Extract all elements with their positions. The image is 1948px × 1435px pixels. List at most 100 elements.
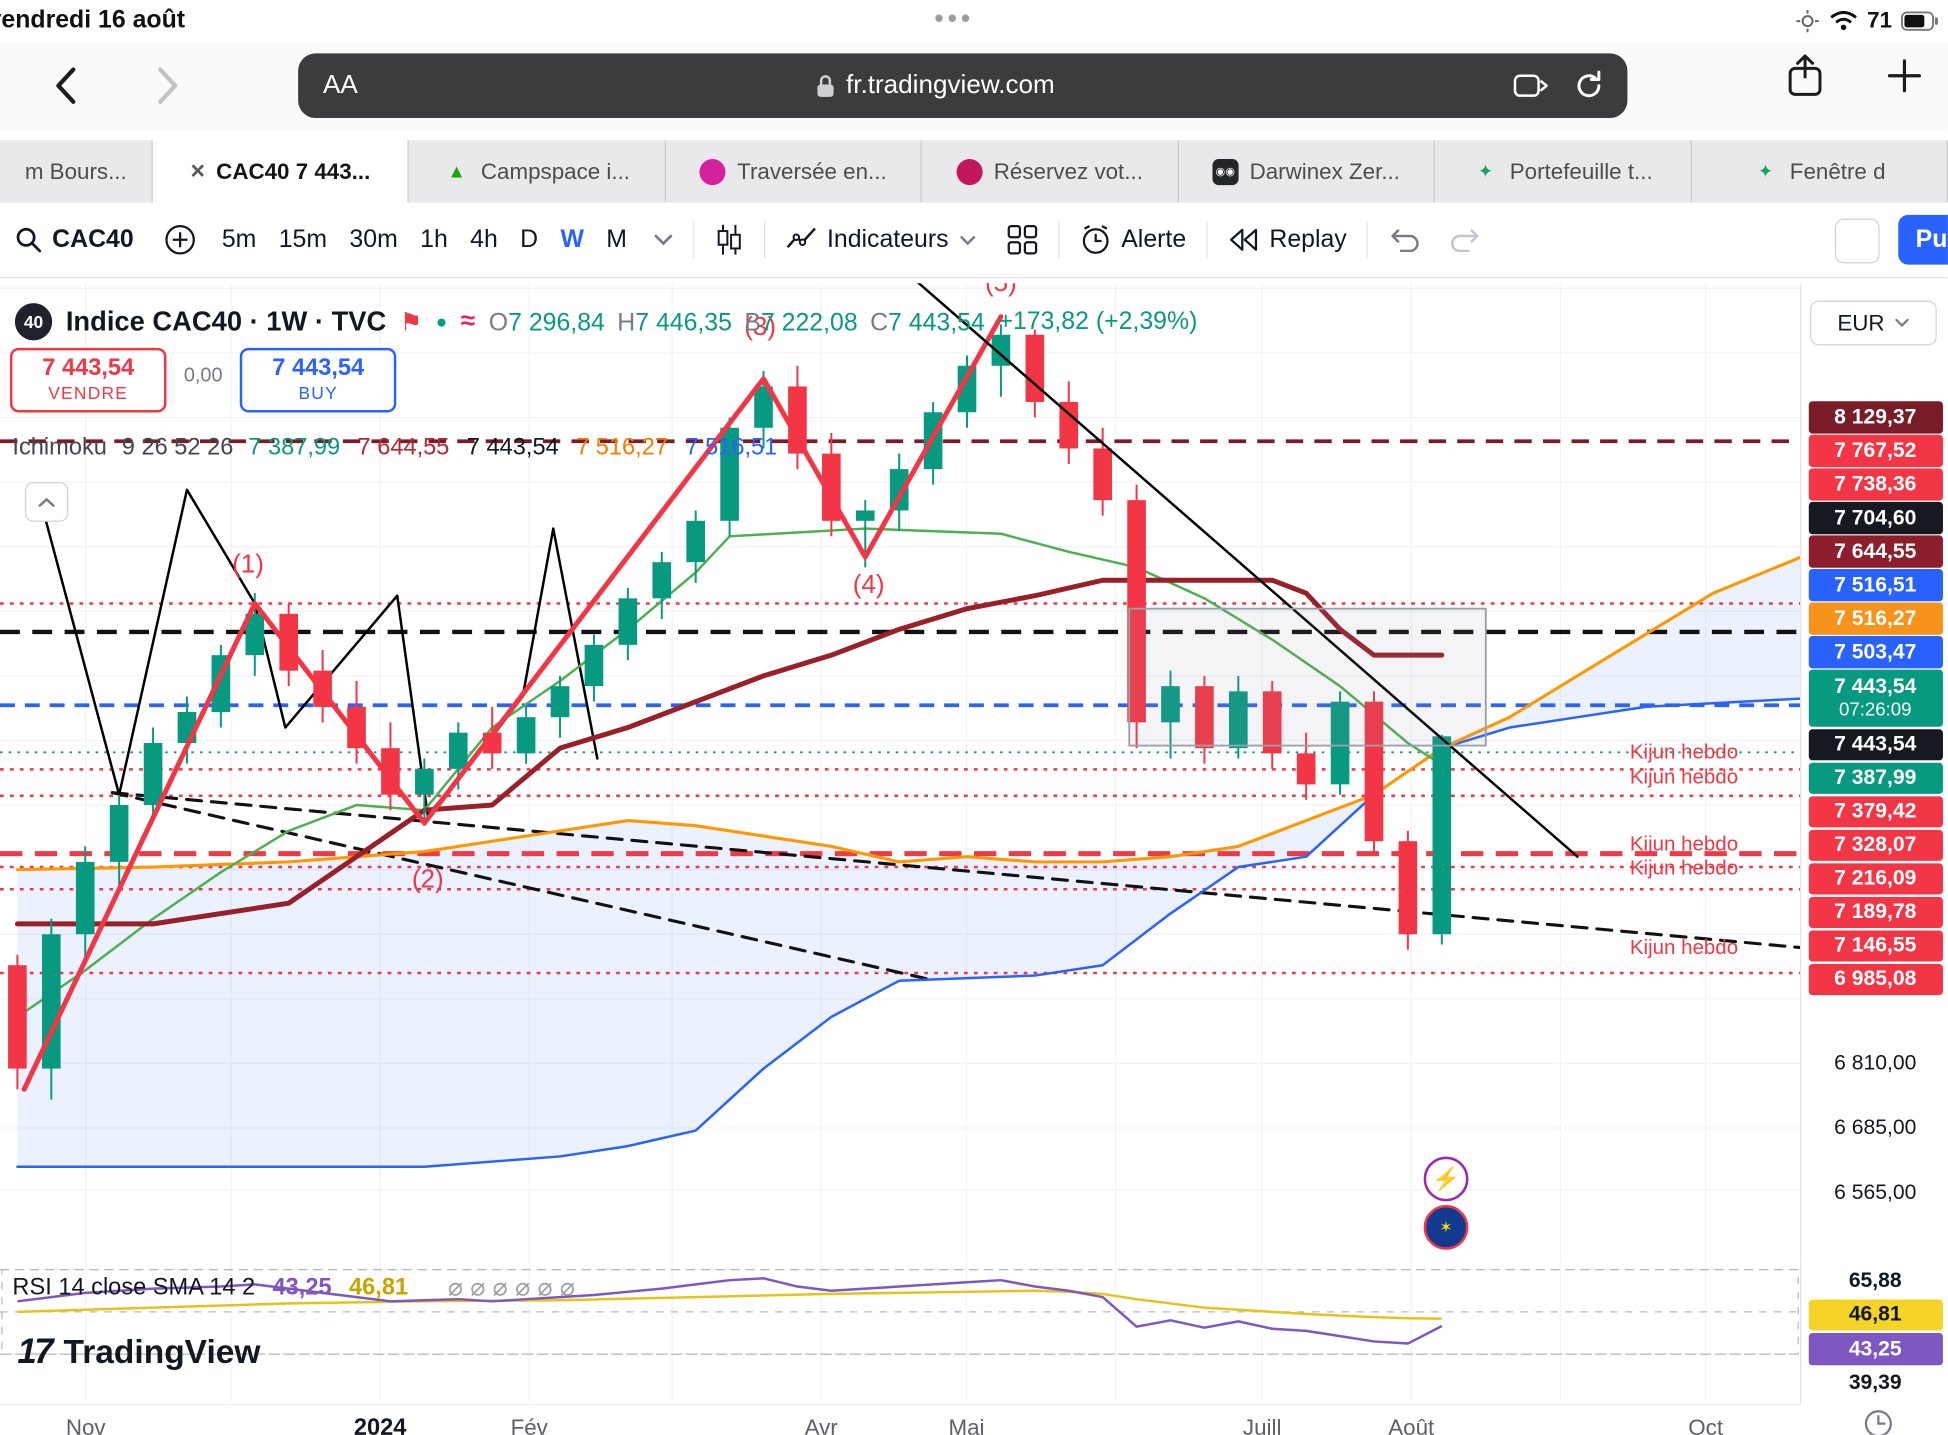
compare-add-button[interactable] [149,215,211,265]
trend-drawings[interactable] [43,488,1801,981]
rsi-grid [0,1262,1801,1402]
flag-icon[interactable]: ⚑ [399,308,423,337]
time-label-Août: Août [1388,1414,1435,1435]
undo-button[interactable] [1373,215,1435,265]
ichimoku-legend[interactable]: Ichimoku 9 26 52 26 7 387,99 7 644,55 7 44… [12,435,777,462]
chevron-down-icon [1895,318,1909,328]
layout-grid-button[interactable] [991,215,1053,265]
price-label-text: 7 516,51 [1834,572,1917,596]
time-axis[interactable]: Nov 2024 Fév Avr Mai Juill Août Oct [0,1403,1801,1435]
visibility-dot-icon[interactable]: ● [435,311,448,333]
tab-8[interactable]: ✦ Fenêtre d [1691,140,1948,203]
tab-7[interactable]: ✦ Portefeuille t... [1434,140,1692,203]
chart-title[interactable]: Indice CAC40 · 1W · TVC [65,305,387,337]
hidden-indicator-icon[interactable]: ⌀ [492,1274,508,1302]
timeframe-15m[interactable]: 15m [278,225,328,253]
timeframe-5m[interactable]: 5m [221,225,257,253]
screenshot-button[interactable] [1834,218,1880,264]
rsi-axis[interactable]: 65,88 46,81 43,25 39,39 [1800,1262,1948,1404]
ohlc-key: C [870,309,889,337]
timeframe-more-button[interactable] [638,215,688,265]
price-label: 7 328,07 [1808,829,1943,861]
tab-label: Fenêtre d [1789,158,1886,184]
tab-label: CAC40 7 443... [216,158,371,184]
hidden-indicator-icon[interactable]: ⌀ [515,1274,531,1302]
plus-circle-icon [164,224,195,255]
ohlc-item: B7 222,08 [744,306,857,338]
replay-button[interactable]: Replay [1212,215,1361,265]
symbol-search-button[interactable]: CAC40 [0,215,149,265]
tab-strip: m Bours... × CAC40 7 443... ▲ Campspace i...… [0,140,1948,204]
timeframe-4h[interactable]: 4h [470,225,498,253]
tab-label: m Bours... [24,158,127,184]
ichimoku-value: 7 387,99 [248,434,341,461]
status-date: vendredi 16 août [0,6,186,34]
price-label-countdown: 07:26:09 [1838,699,1912,721]
reader-button[interactable]: AA [322,70,358,100]
rsi-legend[interactable]: RSI 14 close SMA 14 2 43,25 46,81 ⌀ ⌀ ⌀ ⌀ ⌀ ⌀ [12,1272,574,1303]
lightning-badge-icon[interactable]: ⚡ [1423,1156,1469,1202]
forward-button[interactable] [139,57,196,114]
hidden-indicator-icon[interactable]: ⌀ [470,1274,486,1302]
indicators-icon [786,227,816,249]
timeframe-1h[interactable]: 1h [420,225,448,253]
publish-button[interactable]: Pu [1898,214,1948,265]
chart-style-button[interactable] [699,215,759,265]
price-axis[interactable]: EUR 8 129,37 7 767,52 7 738,36 7 704,60 7 64… [1800,283,1948,1265]
share-icon[interactable] [1786,53,1823,98]
collapse-legend-button[interactable] [24,482,69,522]
timeframe-M[interactable]: M [606,225,627,253]
price-label-text: 7 443,54 [1834,731,1917,756]
alert-button[interactable]: Alerte [1064,215,1201,265]
timeframe-W[interactable]: W [560,225,584,253]
address-bar[interactable]: AA fr.tradingview.com [298,53,1628,119]
rsi-title: RSI 14 close SMA 14 2 [12,1273,256,1301]
new-tab-icon[interactable] [1886,57,1923,94]
indicators-label: Indicateurs [827,225,949,253]
kijun-hebdo-label: Kijun hebdo [1630,765,1738,788]
buy-button[interactable]: 7 443,54 BUY [239,347,397,413]
tab-5[interactable]: Réservez vot... [922,140,1179,203]
tab-6[interactable]: ◉◉ Darwinex Zer... [1178,140,1435,203]
price-label-text: 7 379,42 [1834,798,1917,823]
ohlc-value: 7 222,08 [760,309,858,337]
elliott-wave-drawing[interactable] [21,283,1579,1092]
tab-2[interactable]: × CAC40 7 443... [152,140,410,203]
price-label-text: 7 704,60 [1834,505,1917,529]
indicators-button[interactable]: Indicateurs [770,215,991,265]
hidden-indicator-icon[interactable]: ⌀ [537,1274,553,1302]
currency-selector[interactable]: EUR [1810,300,1937,346]
eu-flag-icon[interactable]: ✶ [1423,1205,1469,1250]
back-button[interactable] [37,57,94,114]
wave-tool-icon[interactable]: ≈ [460,306,476,336]
rsi-chart[interactable] [0,1262,1801,1402]
tab-3[interactable]: ▲ Campspace i... [409,140,666,203]
price-label-text: 7 644,55 [1834,538,1917,563]
multitask-dots-icon[interactable]: ••• [934,2,975,34]
timeframe-30m[interactable]: 30m [349,225,398,253]
buy-price: 7 443,54 [272,355,365,382]
ohlc-item: C7 443,54 [870,306,985,338]
axis-clock-icon[interactable] [1863,1409,1893,1435]
redo-button[interactable] [1435,215,1497,265]
wave-label: (2) [412,864,444,894]
ohlc-item: O7 296,84 [489,306,605,338]
timeframe-D[interactable]: D [520,225,539,253]
reload-icon[interactable] [1573,70,1605,102]
tab-1[interactable]: m Bours... [0,140,153,203]
rsi-value: 43,25 [272,1273,332,1301]
price-label: 7 443,54 [1808,728,1943,761]
extensions-icon[interactable] [1513,71,1548,101]
selection-box[interactable] [1128,607,1487,747]
tab-label: Traversée en... [737,158,887,184]
sell-button[interactable]: 7 443,54 VENDRE [9,347,167,413]
hidden-indicator-icon[interactable]: ⌀ [559,1274,575,1302]
tradingview-logo[interactable]: 17 TradingView [17,1332,260,1372]
rsi-scale-label: 65,88 [1848,1267,1902,1292]
tab-favicon-dot-icon [699,158,726,185]
tab-close-icon[interactable]: × [190,157,205,185]
tab-4[interactable]: Traversée en... [665,140,923,203]
hidden-indicator-icon[interactable]: ⌀ [447,1274,463,1302]
